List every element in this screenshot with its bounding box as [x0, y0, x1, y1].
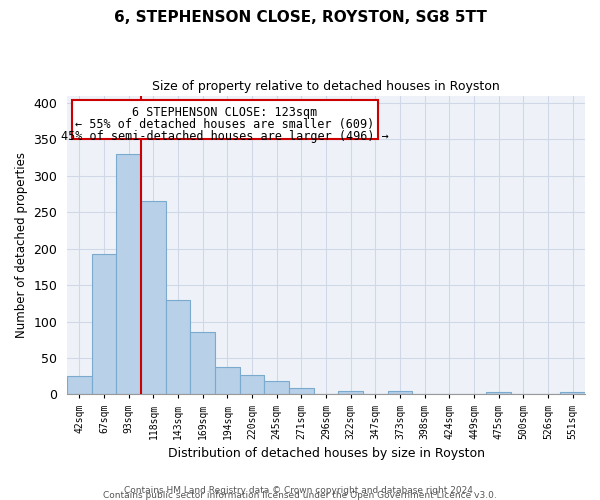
Bar	[141, 201, 166, 394]
Bar	[388, 390, 412, 394]
Bar	[116, 154, 141, 394]
Text: 6 STEPHENSON CLOSE: 123sqm: 6 STEPHENSON CLOSE: 123sqm	[133, 106, 318, 119]
Bar	[487, 392, 511, 394]
Bar	[92, 254, 116, 394]
FancyBboxPatch shape	[73, 100, 378, 139]
Bar	[289, 388, 314, 394]
Bar	[338, 390, 363, 394]
Bar	[166, 300, 190, 394]
Bar	[265, 382, 289, 394]
Text: 6, STEPHENSON CLOSE, ROYSTON, SG8 5TT: 6, STEPHENSON CLOSE, ROYSTON, SG8 5TT	[113, 10, 487, 25]
Bar	[560, 392, 585, 394]
Text: Contains HM Land Registry data © Crown copyright and database right 2024.: Contains HM Land Registry data © Crown c…	[124, 486, 476, 495]
Bar	[67, 376, 92, 394]
Text: 45% of semi-detached houses are larger (496) →: 45% of semi-detached houses are larger (…	[61, 130, 389, 143]
Text: ← 55% of detached houses are smaller (609): ← 55% of detached houses are smaller (60…	[76, 118, 375, 131]
Bar	[215, 366, 240, 394]
Bar	[190, 332, 215, 394]
Y-axis label: Number of detached properties: Number of detached properties	[15, 152, 28, 338]
X-axis label: Distribution of detached houses by size in Royston: Distribution of detached houses by size …	[167, 447, 485, 460]
Bar	[240, 376, 265, 394]
Title: Size of property relative to detached houses in Royston: Size of property relative to detached ho…	[152, 80, 500, 93]
Text: Contains public sector information licensed under the Open Government Licence v3: Contains public sector information licen…	[103, 490, 497, 500]
